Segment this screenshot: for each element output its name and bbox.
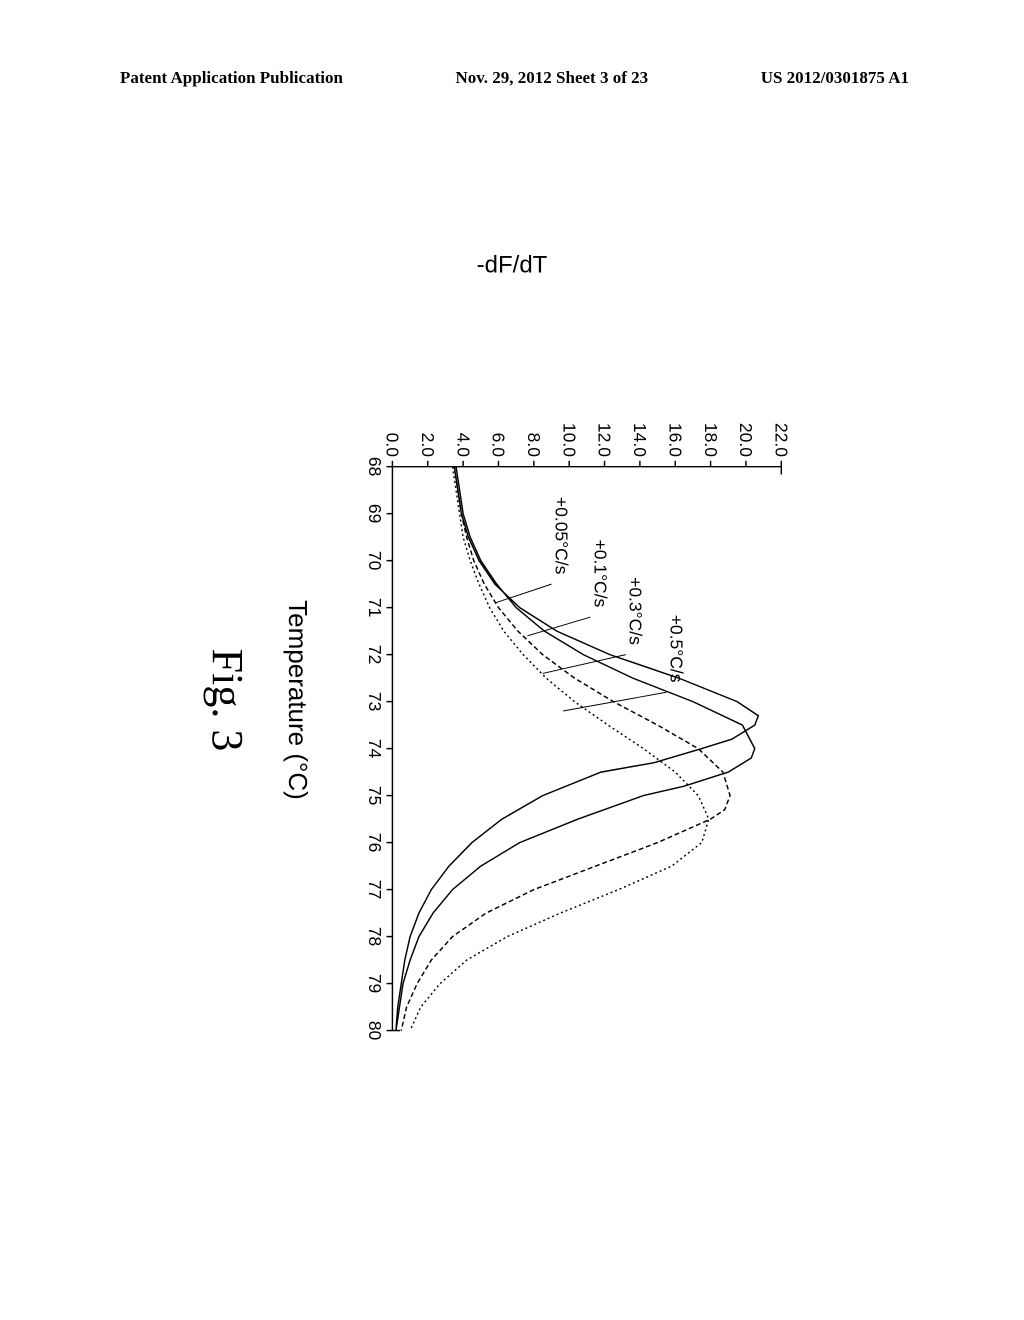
x-tick-label: 78 xyxy=(365,927,385,946)
x-tick-label: 74 xyxy=(365,739,385,759)
y-tick-label: 14.0 xyxy=(630,423,650,457)
series-rate-label: +0.3°C/s xyxy=(626,577,646,645)
series-rate-label: +0.5°C/s xyxy=(666,615,686,683)
y-tick-label: 10.0 xyxy=(559,423,579,457)
figure-container: 0.0 2.0 4.0 6.0 8.0 10.0 12.0 14.0 16.0 18.0 20.0 2… xyxy=(0,200,1024,1200)
series-rate-label: +0.1°C/s xyxy=(590,540,610,608)
y-tick-label: 20.0 xyxy=(736,423,756,457)
y-tick-label: 0.0 xyxy=(383,433,403,458)
header-right: US 2012/0301875 A1 xyxy=(761,68,909,88)
figure-number: Fig. 3 xyxy=(202,649,253,752)
y-tick-label: 6.0 xyxy=(489,433,509,458)
x-tick-label: 77 xyxy=(365,880,385,899)
header-center: Nov. 29, 2012 Sheet 3 of 23 xyxy=(455,68,648,88)
x-axis-label: Temperature (°C) xyxy=(282,600,313,800)
x-tick-label: 73 xyxy=(365,692,385,711)
x-tick-label: 76 xyxy=(365,833,385,852)
series-rate-label: +0.05°C/s xyxy=(551,497,571,575)
y-tick-label: 22.0 xyxy=(771,423,791,457)
y-tick-label: 2.0 xyxy=(418,433,438,458)
y-tick-label: 12.0 xyxy=(595,423,615,457)
header-left: Patent Application Publication xyxy=(120,68,343,88)
x-tick-label: 79 xyxy=(365,974,385,993)
y-tick-label: 18.0 xyxy=(701,423,721,457)
x-tick-label: 68 xyxy=(365,457,385,476)
x-tick-label: 75 xyxy=(365,786,385,805)
x-tick-label: 70 xyxy=(365,551,385,571)
y-axis-label: -dF/dT xyxy=(477,251,548,279)
y-tick-label: 8.0 xyxy=(524,433,544,458)
x-tick-label: 71 xyxy=(365,598,385,617)
x-tick-label: 72 xyxy=(365,645,385,664)
y-tick-label: 4.0 xyxy=(453,433,473,458)
rotated-figure: 0.0 2.0 4.0 6.0 8.0 10.0 12.0 14.0 16.0 18.0 20.0 2… xyxy=(187,250,837,1150)
page-header: Patent Application Publication Nov. 29, … xyxy=(0,68,1024,88)
x-tick-label: 80 xyxy=(365,1021,385,1041)
melt-curve-chart: 0.0 2.0 4.0 6.0 8.0 10.0 12.0 14.0 16.0 18.0 20.0 2… xyxy=(347,350,817,1050)
series-line xyxy=(396,467,758,1031)
x-tick-label: 69 xyxy=(365,504,385,523)
y-tick-label: 16.0 xyxy=(665,423,685,457)
